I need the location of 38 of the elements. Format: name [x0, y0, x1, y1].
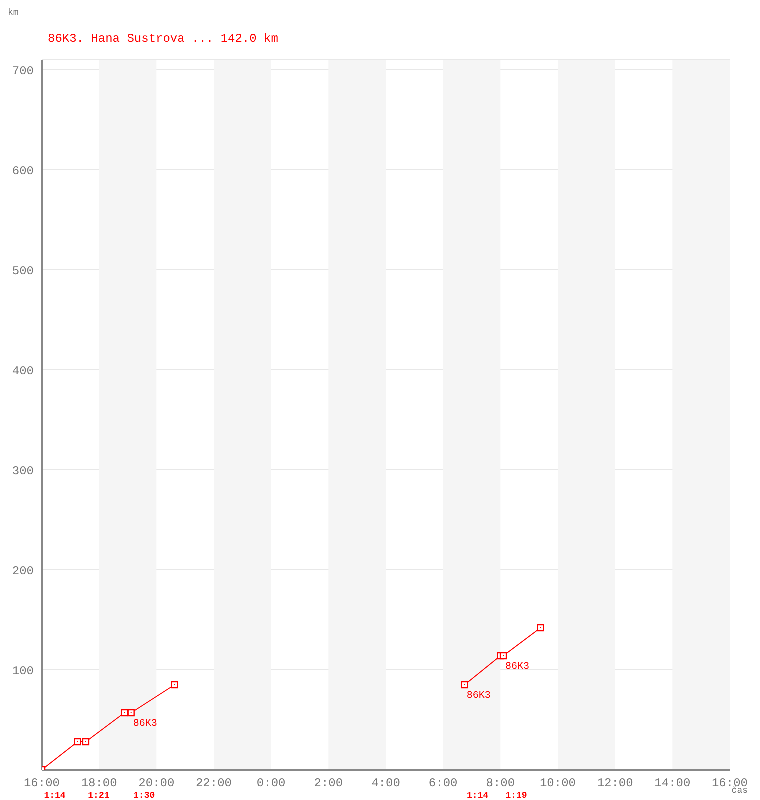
x-tick-label: 12:00 — [597, 776, 634, 791]
x-axis-title: čas — [732, 786, 748, 796]
annotation: 86K3 — [466, 691, 491, 702]
annotation: 86K3 — [506, 662, 530, 673]
y-tick-label: 500 — [12, 264, 34, 278]
y-tick-label: 300 — [12, 464, 34, 478]
x-tick-label: 4:00 — [372, 776, 400, 791]
y-tick-label: 400 — [12, 364, 34, 378]
x-tick-label: 22:00 — [196, 776, 232, 791]
text: 1:14 — [44, 791, 66, 800]
point — [82, 738, 90, 746]
x-tick-label: 2:00 — [314, 776, 344, 791]
y-tick-label: 700 — [12, 64, 34, 78]
text: 1:30 — [134, 791, 156, 800]
x-tick-label: 14:00 — [654, 776, 691, 791]
point — [171, 681, 178, 689]
y-tick-label: 200 — [12, 564, 34, 578]
point — [74, 738, 82, 746]
point — [128, 709, 135, 717]
y-axis-title: km — [8, 8, 19, 18]
x-tick-label: 0:00 — [256, 776, 286, 791]
text: 1:21 — [88, 791, 110, 800]
text: 1:14 — [467, 791, 490, 800]
x-tick-label: 20:00 — [138, 776, 175, 791]
x-tick-label: 8:00 — [486, 776, 516, 791]
text: 1:19 — [506, 791, 528, 800]
y-tick-label: 600 — [12, 164, 34, 178]
chart-title: 86K3. Hana Sustrova ... 142.0 km — [48, 32, 278, 46]
point — [500, 652, 508, 660]
x-tick-label: 10:00 — [540, 776, 576, 791]
point — [461, 681, 468, 689]
point — [537, 624, 544, 632]
x-tick-label: 16:00 — [24, 776, 60, 791]
annotation: 86K3 — [133, 719, 158, 730]
x-tick-label: 18:00 — [81, 776, 118, 791]
point — [121, 709, 128, 717]
y-tick-label: 100 — [12, 664, 34, 678]
x-tick-label: 6:00 — [428, 776, 458, 791]
